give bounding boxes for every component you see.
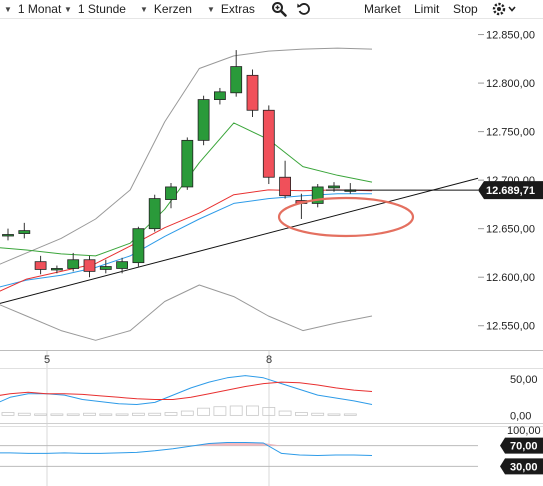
bollinger-lower-line xyxy=(0,284,373,341)
candle-up xyxy=(18,230,31,234)
chevron-down-icon: ▼ xyxy=(140,4,148,14)
histogram-bar xyxy=(327,413,341,416)
candle-down xyxy=(262,109,275,178)
histogram-bar xyxy=(278,410,292,416)
candle-up xyxy=(2,234,14,237)
y-tick-label: 12.800,00 xyxy=(486,78,535,90)
rsi-tick-label: 100,00 xyxy=(507,425,541,437)
candle-up xyxy=(230,66,243,94)
x-tick-label: 8 xyxy=(266,354,272,366)
range-label: 1 Monat xyxy=(17,2,62,16)
zoom-icon[interactable] xyxy=(271,1,287,17)
histogram-bar xyxy=(148,412,162,416)
y-tick-label: 12.550,00 xyxy=(486,321,535,333)
rsi-level-label: 70,00 xyxy=(510,441,538,453)
bollinger-upper-line xyxy=(0,47,373,265)
histogram-bar xyxy=(34,413,47,416)
oscillator-blue-line xyxy=(0,375,373,405)
oscillator-tick-label: 50,00 xyxy=(510,374,538,386)
rsi-panel xyxy=(0,442,478,467)
histogram-bar xyxy=(294,412,308,416)
chart-type-dropdown[interactable]: ▼ Kerzen xyxy=(140,0,192,18)
histogram-bar xyxy=(262,407,276,416)
moving-average-blue-line xyxy=(0,193,372,288)
histogram-bar xyxy=(17,412,31,416)
price-panel xyxy=(0,47,479,341)
candle-up xyxy=(99,266,112,270)
candle-up xyxy=(311,186,324,204)
histogram-bar xyxy=(164,412,178,416)
limit-order-link[interactable]: Limit xyxy=(414,2,440,16)
price-axis: 12.850,0012.800,0012.750,0012.700,0012.6… xyxy=(478,30,543,475)
interval-label: 1 Stunde xyxy=(77,2,126,16)
histogram-bar xyxy=(180,410,194,416)
rsi-level-label: 30,00 xyxy=(510,461,538,473)
candle-down xyxy=(279,176,292,197)
histogram-bar xyxy=(83,412,96,416)
candle-down xyxy=(246,74,259,111)
histogram-bar xyxy=(99,413,113,416)
candle-up xyxy=(116,261,128,269)
stop-order-link[interactable]: Stop xyxy=(453,2,478,16)
histogram-bar xyxy=(50,413,64,416)
undo-icon[interactable] xyxy=(296,1,312,17)
rsi-line xyxy=(0,442,373,456)
range-dropdown[interactable]: ▼ 1 Monat xyxy=(4,0,61,18)
histogram-bar xyxy=(343,413,357,416)
x-tick-label: 5 xyxy=(44,354,50,366)
candle-up xyxy=(51,268,63,271)
oscillator-tick-label: 0,00 xyxy=(510,410,531,422)
oscillator-red-line xyxy=(0,381,373,400)
chevron-down-icon: ▼ xyxy=(64,4,72,14)
histogram-bar xyxy=(229,405,243,416)
y-tick-label: 12.850,00 xyxy=(486,30,535,42)
candle-down xyxy=(83,259,96,272)
rsi-level-badge xyxy=(500,437,543,454)
extras-label: Extras xyxy=(220,2,255,16)
candle-up xyxy=(165,186,177,200)
market-order-link[interactable]: Market xyxy=(364,2,401,16)
candle-up xyxy=(181,139,194,188)
candle-up xyxy=(213,91,226,100)
histogram-bar xyxy=(246,405,259,416)
interval-dropdown[interactable]: ▼ 1 Stunde xyxy=(64,0,126,18)
settings-icon[interactable] xyxy=(492,1,520,17)
candle-up xyxy=(67,259,80,269)
histogram-bar xyxy=(197,407,211,416)
y-tick-label: 12.750,00 xyxy=(486,127,535,139)
extras-dropdown[interactable]: ▼ Extras xyxy=(207,0,255,18)
histogram-bar xyxy=(213,406,227,416)
highlight-ellipse xyxy=(277,196,415,238)
chevron-down-icon: ▼ xyxy=(207,4,215,14)
chart-type-label: Kerzen xyxy=(153,2,192,16)
histogram-bar xyxy=(115,413,129,416)
y-tick-label: 12.600,00 xyxy=(486,272,535,284)
current-price-badge xyxy=(478,181,543,200)
histogram-bar xyxy=(66,413,80,416)
candle-up xyxy=(132,228,145,264)
histogram-bar xyxy=(131,412,145,416)
candle-up xyxy=(148,198,161,230)
rsi-level-badge xyxy=(500,458,543,475)
histogram-bar xyxy=(311,412,325,416)
support-trendline xyxy=(0,177,479,304)
candle-down xyxy=(34,261,47,270)
histogram-bar xyxy=(1,412,15,416)
chevron-down-icon: ▼ xyxy=(4,4,12,14)
chart-toolbar: ▼ 1 Monat ▼ 1 Stunde ▼ Kerzen ▼ Extras Marke… xyxy=(0,0,543,18)
candle-up xyxy=(197,99,210,141)
toolbar-divider xyxy=(0,18,543,19)
y-tick-label: 12.650,00 xyxy=(486,224,535,236)
oscillator-panel xyxy=(0,375,373,416)
candle-up xyxy=(328,185,340,189)
current-price-label: 12.689,71 xyxy=(486,185,535,197)
moving-average-red-line xyxy=(0,189,373,292)
